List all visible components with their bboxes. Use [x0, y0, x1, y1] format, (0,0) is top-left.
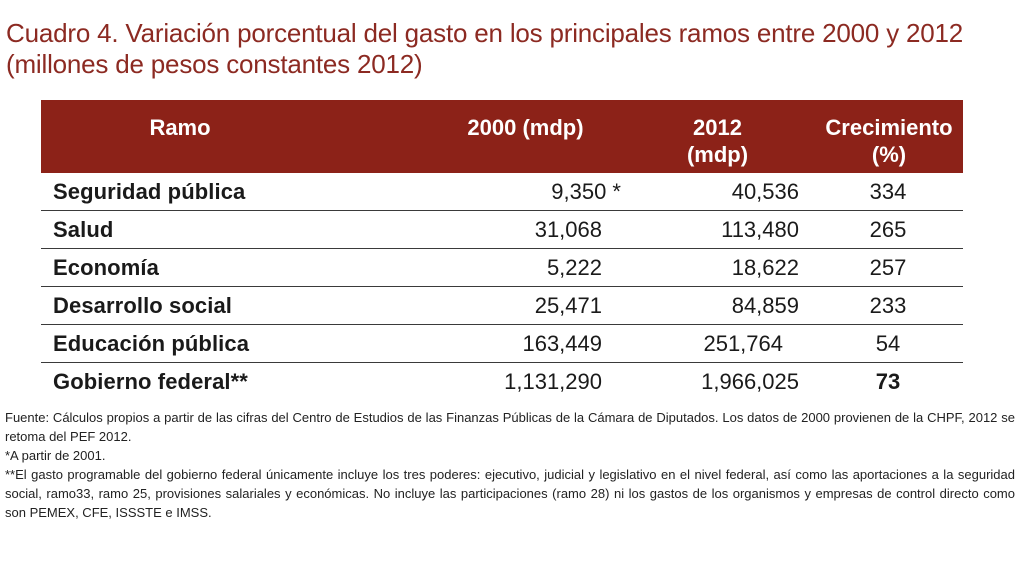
header-crecimiento: Crecimiento (%): [799, 100, 963, 173]
cell-crecimiento: 73: [875, 369, 901, 394]
cell-2012-value: 251,764: [703, 330, 783, 356]
table-row: Salud 31,068 113,480 265: [41, 211, 963, 249]
title-line-1: Cuadro 4. Variación porcentual del gasto…: [6, 18, 964, 48]
cell-2012: 18,622: [602, 255, 799, 281]
header-2012-line1: 2012: [693, 115, 742, 140]
cell-2012-value: 40,536: [731, 178, 799, 204]
header-ramo: Ramo: [149, 115, 211, 140]
cell-crecimiento: 265: [869, 216, 907, 242]
cell-2012: 1,966,025: [602, 369, 799, 395]
cell-2000-value: 31,068: [534, 216, 602, 242]
header-2012-line2: (mdp): [686, 142, 749, 167]
cell-2012: 40,536: [602, 179, 799, 205]
table-row: Educación pública 163,449 251,764 54: [41, 325, 963, 363]
cell-2000-value: 25,471: [534, 292, 602, 318]
cell-2000: 163,449: [409, 331, 602, 357]
table-row: Economía 5,222 18,622 257: [41, 249, 963, 287]
cell-ramo: Economía: [53, 254, 159, 280]
cell-crecimiento: 334: [869, 178, 907, 204]
footnotes: Fuente: Cálculos propios a partir de las…: [5, 408, 1015, 522]
table-row: Desarrollo social 25,471 84,859 233: [41, 287, 963, 325]
table-body: Seguridad pública 9,350 * 40,536 334 Sal…: [41, 173, 963, 401]
header-crec-line1: Crecimiento: [825, 115, 953, 140]
footnote-double-asterisk: **El gasto programable del gobierno fede…: [5, 467, 1015, 520]
cell-2012-value: 1,966,025: [701, 369, 799, 394]
table-row: Gobierno federal** 1,131,290 1,966,025 7…: [41, 363, 963, 401]
cell-ramo: Seguridad pública: [53, 178, 246, 204]
header-2000: 2000 (mdp): [467, 115, 584, 140]
cell-crecimiento: 233: [869, 292, 907, 318]
cell-ramo: Gobierno federal**: [53, 369, 248, 394]
cell-ramo: Desarrollo social: [53, 292, 232, 318]
header-2012: 2012 (mdp): [602, 100, 799, 173]
footnote-asterisk: *A partir de 2001.: [5, 448, 106, 463]
cell-2012: 113,480: [602, 217, 799, 243]
cell-2000-value: 163,449: [522, 330, 602, 356]
cell-crecimiento: 257: [869, 254, 907, 280]
cell-2000: 5,222: [409, 255, 602, 281]
cell-2000-value: 5,222: [546, 254, 602, 280]
page-title: Cuadro 4. Variación porcentual del gasto…: [6, 18, 1018, 80]
cell-2000: 25,471: [409, 293, 602, 319]
source-note: Fuente: Cálculos propios a partir de las…: [5, 410, 1015, 444]
cell-2000-value: 1,131,290: [504, 369, 602, 394]
cell-2012: 251,764: [602, 331, 799, 357]
cell-ramo: Salud: [53, 216, 114, 242]
cell-2000-value: 9,350 *: [551, 178, 621, 204]
cell-2012-value: 84,859: [731, 292, 799, 318]
cell-2012: 84,859: [602, 293, 799, 319]
data-table: Ramo 2000 (mdp) 2012 (mdp) Crecimiento (…: [41, 100, 963, 401]
title-line-2: (millones de pesos constantes 2012): [6, 49, 423, 79]
cell-2012-value: 18,622: [731, 254, 799, 280]
cell-2000: 9,350 *: [409, 179, 621, 205]
cell-2000: 31,068: [409, 217, 602, 243]
table-row: Seguridad pública 9,350 * 40,536 334: [41, 173, 963, 211]
cell-2000: 1,131,290: [409, 369, 602, 395]
cell-2012-value: 113,480: [721, 216, 799, 242]
header-crec-line2: (%): [871, 142, 907, 167]
cell-crecimiento: 54: [875, 330, 901, 356]
cell-ramo: Educación pública: [53, 330, 250, 356]
table-header: Ramo 2000 (mdp) 2012 (mdp) Crecimiento (…: [41, 100, 963, 173]
